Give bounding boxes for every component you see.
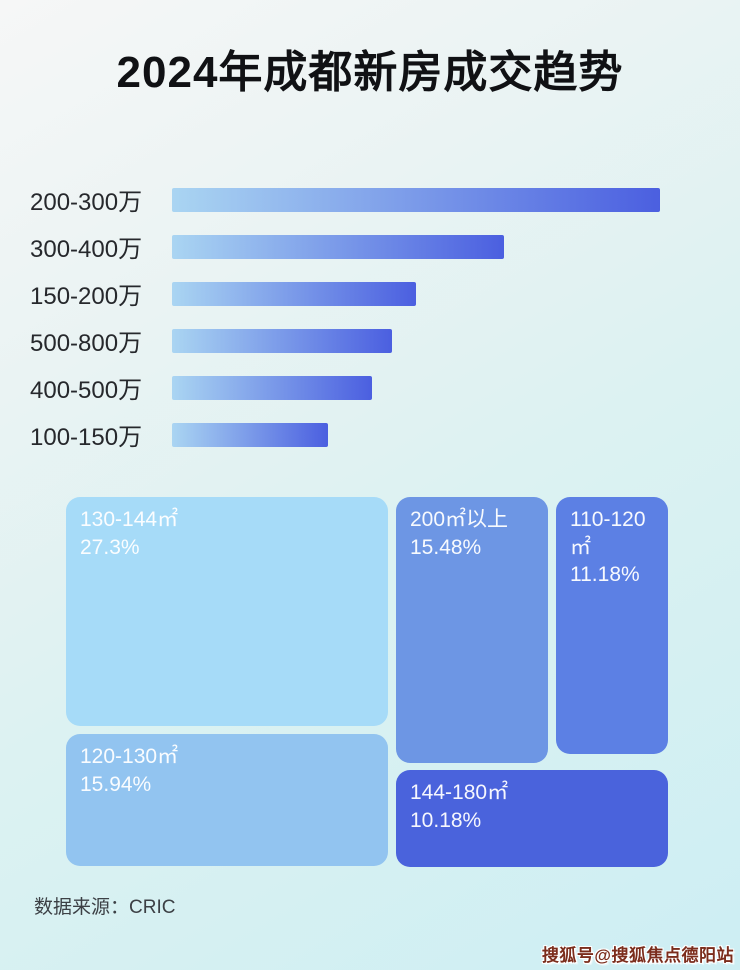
treemap-tile: 130-144㎡ 27.3% (66, 497, 388, 726)
bar-track (172, 187, 660, 212)
tile-percent-label: 15.94% (80, 772, 152, 796)
treemap-tile: 200㎡以上 15.48% (396, 497, 548, 763)
tile-area-label: 130-144㎡ (80, 508, 179, 531)
tile-percent-label: 15.48% (410, 535, 482, 559)
bar-row: 300-400万 (30, 223, 660, 270)
bar-row: 200-300万 (30, 176, 660, 223)
bar-category-label: 500-800万 (30, 330, 143, 357)
bar-row: 500-800万 (30, 317, 660, 364)
treemap-tile: 120-130㎡ 15.94% (66, 734, 388, 866)
tile-percent-label: 27.3% (80, 535, 140, 559)
bar-fill (172, 281, 416, 306)
tile-area-label: 200㎡以上 (410, 508, 509, 531)
bar-category-label: 300-400万 (30, 236, 143, 263)
bar-category-label: 200-300万 (30, 189, 143, 216)
bar-track (172, 328, 660, 353)
data-source-label: 数据来源：CRIC (34, 897, 176, 918)
bar-track (172, 281, 660, 306)
tile-area-label: 110-120㎡ (570, 508, 646, 559)
tile-percent-label: 10.18% (410, 808, 482, 832)
bar-fill (172, 328, 392, 353)
bar-track (172, 422, 660, 447)
treemap-tile: 144-180㎡ 10.18% (396, 770, 668, 867)
price-range-bar-chart: 200-300万 300-400万 150-200万 500-800万 400-500万… (30, 176, 660, 458)
watermark-text: 搜狐号@搜狐焦点德阳站 (541, 946, 734, 965)
page-title: 2024年成都新房成交趋势 (116, 48, 624, 97)
bar-row: 400-500万 (30, 364, 660, 411)
bar-fill (172, 422, 329, 447)
bar-track (172, 234, 660, 259)
bar-row: 100-150万 (30, 411, 660, 458)
treemap-tile: 110-120㎡ 11.18% (556, 497, 668, 754)
bar-row: 150-200万 (30, 270, 660, 317)
tile-area-label: 120-130㎡ (80, 745, 179, 768)
bar-category-label: 150-200万 (30, 283, 143, 310)
bar-track (172, 375, 660, 400)
bar-fill (172, 234, 504, 259)
bar-category-label: 400-500万 (30, 377, 143, 404)
tile-area-label: 144-180㎡ (410, 781, 509, 804)
tile-percent-label: 11.18% (570, 563, 640, 587)
bar-fill (172, 375, 373, 400)
bar-fill (172, 187, 660, 212)
bar-category-label: 100-150万 (30, 424, 143, 451)
